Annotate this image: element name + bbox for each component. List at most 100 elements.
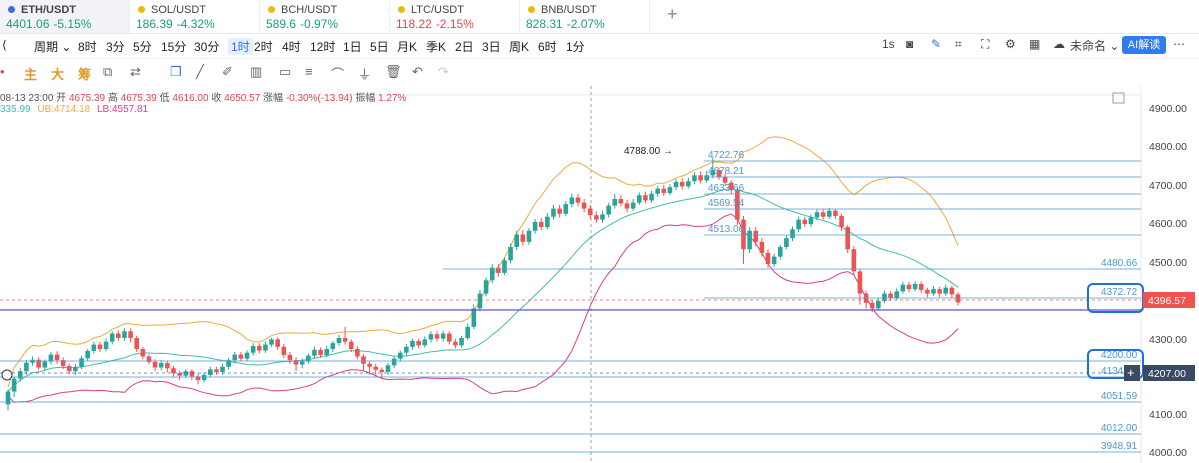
- interval-17[interactable]: 1分: [566, 40, 585, 54]
- candle: [232, 351, 238, 364]
- ohlc-info: 08-13 23:00 开 4675.39 高 4675.39 低 4616.0…: [0, 89, 406, 104]
- interval-14[interactable]: 3日: [482, 40, 501, 54]
- interval-8[interactable]: 12时: [310, 40, 336, 54]
- candle: [820, 209, 826, 220]
- open-label: 开: [56, 93, 67, 104]
- more-icon[interactable]: ⋯: [1173, 37, 1185, 51]
- candle: [630, 198, 636, 211]
- compare-icon[interactable]: ⇄: [130, 64, 141, 79]
- interval-4[interactable]: 30分: [194, 40, 220, 54]
- candle: [324, 346, 330, 358]
- candle: [385, 363, 391, 375]
- camera-icon[interactable]: ◙: [906, 37, 914, 51]
- level-label: 4012.00: [1101, 423, 1138, 434]
- candle: [802, 216, 808, 228]
- brush-icon[interactable]: ✐: [222, 64, 233, 79]
- interval-13[interactable]: 2日: [455, 40, 474, 54]
- candle-tool-icon[interactable]: ▥: [250, 64, 263, 79]
- candle: [900, 281, 906, 294]
- candle: [453, 338, 458, 349]
- candle: [477, 289, 483, 312]
- interval-11[interactable]: 月K: [397, 40, 418, 54]
- interval-6[interactable]: 2时: [254, 40, 273, 54]
- candle: [250, 343, 256, 356]
- interval-16[interactable]: 6时: [538, 40, 557, 54]
- candle: [949, 285, 955, 299]
- level-label: 4200.00: [1101, 350, 1138, 361]
- trash-icon[interactable]: 🗑: [385, 64, 402, 79]
- fullscreen-icon[interactable]: ⛶: [981, 37, 990, 51]
- candle: [238, 351, 244, 362]
- interval-10[interactable]: 5日: [370, 40, 389, 54]
- candle: [581, 198, 587, 213]
- candle: [306, 353, 311, 364]
- interval-5[interactable]: 1时: [228, 38, 253, 55]
- candle: [545, 213, 550, 230]
- filter-icon[interactable]: ⏚: [358, 67, 372, 82]
- ai-analysis-button[interactable]: AI解读: [1122, 36, 1166, 54]
- indicator-main[interactable]: 主: [24, 67, 38, 82]
- fib-tool-icon[interactable]: ≡: [305, 64, 313, 79]
- candle: [716, 167, 722, 180]
- interval-7[interactable]: 4时: [282, 40, 301, 54]
- info-time: 08-13 23:00: [0, 93, 54, 104]
- tab-bnb[interactable]: BNB/USDT 828.31 -2.07%: [520, 0, 650, 33]
- redo-icon[interactable]: ↷: [438, 64, 449, 79]
- magnet-icon[interactable]: ⌒: [331, 67, 345, 82]
- tab-eth[interactable]: ETH/USDT 4401.06 -5.15%: [0, 0, 130, 33]
- layout-name-dropdown[interactable]: 未命名 ⌄: [1070, 39, 1120, 53]
- interval-12[interactable]: 季K: [426, 40, 447, 54]
- interval-15[interactable]: 周K: [509, 40, 530, 54]
- indicator-icon[interactable]: ⧉: [103, 64, 113, 79]
- interval-9[interactable]: 1日: [343, 40, 362, 54]
- chart-grid: [0, 86, 1142, 463]
- candle: [416, 338, 421, 349]
- tab-symbol: SOL/USDT: [151, 4, 207, 16]
- collapse-icon[interactable]: ⟨: [2, 38, 7, 52]
- interval-0[interactable]: 8时: [78, 40, 97, 54]
- indicator-big[interactable]: 大: [51, 67, 65, 82]
- candle: [833, 208, 838, 219]
- rect-tool-icon[interactable]: ▭: [279, 64, 292, 79]
- settings-icon[interactable]: ⚙: [1005, 37, 1016, 51]
- axis-tick: 4700.00: [1149, 180, 1187, 192]
- line-tool-icon[interactable]: ╱: [196, 64, 204, 79]
- layout-icon[interactable]: ▦: [1029, 37, 1041, 51]
- candle: [373, 363, 379, 377]
- candle: [465, 323, 470, 341]
- interval-2[interactable]: 5分: [133, 40, 152, 54]
- interval-3[interactable]: 15分: [161, 40, 187, 54]
- tab-sol[interactable]: SOL/USDT 186.39 -4.32%: [130, 0, 260, 33]
- candle: [747, 227, 752, 253]
- tab-bch[interactable]: BCH/USDT 589.6 -0.97%: [260, 0, 390, 33]
- cursor-icon[interactable]: •: [0, 64, 5, 79]
- speed-button[interactable]: 1s: [882, 37, 895, 51]
- tab-symbol: ETH/USDT: [21, 4, 76, 16]
- candle: [109, 331, 115, 345]
- level-label: 4372.72: [1101, 287, 1138, 298]
- period-dropdown[interactable]: 周期 ⌄: [34, 40, 72, 54]
- pen-icon[interactable]: ✎: [931, 37, 942, 51]
- drawing-toolbar: • 主 大 筹 ⧉ ⇄ ❐ ╱ ✐ ▥ ▭ ≡ ⌒ ⏚ 🗑 ↶ ↷: [0, 59, 1199, 86]
- maximize-icon: [1112, 92, 1125, 104]
- tab-change: -4.32%: [176, 17, 215, 31]
- tab-ltc[interactable]: LTC/USDT 118.22 -2.15%: [390, 0, 520, 33]
- copy-icon[interactable]: ❐: [170, 64, 182, 79]
- crop-icon[interactable]: ⌗: [955, 37, 962, 51]
- boll-info: 335.99 UB:4714.18 LB:4557.81: [0, 104, 148, 115]
- axis-tick: 4100.00: [1149, 409, 1187, 421]
- add-tab-icon[interactable]: +: [667, 4, 678, 24]
- cloud-icon[interactable]: ☁: [1053, 37, 1065, 51]
- indicator-chips[interactable]: 筹: [78, 67, 92, 82]
- candle: [618, 195, 624, 207]
- undo-icon[interactable]: ↶: [412, 64, 423, 79]
- boll-lower-line: [7, 213, 959, 403]
- candle: [520, 230, 526, 246]
- interval-1[interactable]: 3分: [106, 40, 125, 54]
- axis-tick: 4800.00: [1149, 141, 1187, 153]
- candle: [777, 244, 783, 260]
- candle: [11, 376, 17, 398]
- candle: [312, 346, 317, 359]
- candle: [857, 269, 863, 305]
